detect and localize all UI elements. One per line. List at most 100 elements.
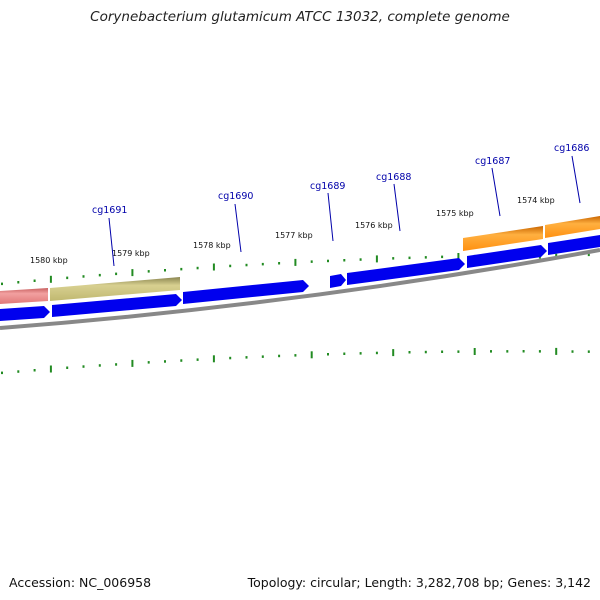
- gene-label-cg1690[interactable]: cg1690: [218, 191, 253, 202]
- upper-scale-tick: [278, 262, 281, 265]
- lower-scale-tick: [212, 355, 215, 363]
- upper-scale-tick: [196, 266, 199, 270]
- gene-label-cg1689[interactable]: cg1689: [310, 181, 345, 192]
- accession-label: Accession: NC_006958: [9, 575, 152, 590]
- cds-arrow-cg1689[interactable]: [330, 274, 346, 288]
- lower-scale-tick: [506, 350, 509, 353]
- scale-label-1578: 1578 kbp: [193, 241, 231, 250]
- upper-scale-tick: [164, 269, 166, 272]
- lower-scale-tick: [359, 352, 362, 355]
- lower-scale-tick: [327, 353, 329, 356]
- lower-scale-tick: [131, 359, 134, 367]
- scale-label-1575: 1575 kbp: [436, 209, 474, 218]
- upper-scale-tick: [375, 255, 378, 263]
- feature-orange-2[interactable]: [545, 216, 600, 238]
- lower-scale-tick: [229, 356, 232, 360]
- feature-orange-1[interactable]: [463, 226, 543, 251]
- upper-scale-tick: [180, 267, 183, 271]
- upper-scale-tick: [98, 273, 101, 277]
- lower-scale-tick: [457, 350, 460, 353]
- lower-scale-tick: [310, 351, 313, 359]
- upper-scale-tick: [131, 269, 134, 277]
- lower-scale-tick: [49, 365, 52, 373]
- upper-scale-tick: [587, 253, 590, 257]
- lower-scale-tick: [408, 351, 411, 354]
- lower-scale-tick: [66, 366, 69, 369]
- scale-label-1579: 1579 kbp: [112, 249, 150, 258]
- lower-scale-tick: [164, 360, 166, 363]
- upper-scale-tick: [424, 256, 427, 259]
- upper-scale-tick: [408, 256, 411, 260]
- upper-scale-tick: [245, 263, 248, 267]
- leader-cg1686: [571, 155, 581, 204]
- lower-scale-tick: [555, 347, 558, 355]
- lower-scale-tick: [294, 354, 297, 357]
- lower-scale-tick: [245, 356, 248, 359]
- lower-scale-tick: [375, 351, 378, 355]
- cds-arrow-cg1686[interactable]: [548, 235, 600, 255]
- lower-scale-tick: [522, 350, 525, 353]
- upper-scale-tick: [49, 275, 52, 283]
- leader-cg1690: [234, 203, 242, 253]
- scale-label-1574: 1574 kbp: [517, 196, 555, 205]
- leader-cg1691: [108, 217, 115, 267]
- page-title: Corynebacterium glutamicum ATCC 13032, c…: [90, 9, 510, 25]
- upper-scale-tick: [33, 279, 36, 282]
- lower-scale-tick: [441, 350, 444, 353]
- upper-scale-tick: [1, 282, 3, 286]
- cds-arrow-cg1688[interactable]: [347, 258, 465, 285]
- lower-scale-tick: [587, 350, 590, 353]
- lower-scale-tick: [343, 352, 346, 355]
- upper-scale-tick: [555, 253, 558, 257]
- cds-arrow-cg1691[interactable]: [52, 294, 182, 317]
- upper-scale-tick: [261, 262, 264, 266]
- gene-label-cg1688[interactable]: cg1688: [376, 172, 411, 183]
- upper-scale-tick: [441, 255, 444, 259]
- lower-scale-tick: [33, 369, 36, 372]
- cds-arrow-cg1687[interactable]: [467, 245, 547, 268]
- lower-scale-tick: [278, 354, 281, 358]
- upper-scale-tick: [457, 253, 460, 260]
- scale-label-1576: 1576 kbp: [355, 221, 393, 230]
- lower-scale-tick: [98, 364, 101, 367]
- lower-scale-tick: [261, 355, 264, 358]
- upper-scale-tick: [82, 275, 85, 278]
- lower-scale-tick: [82, 365, 85, 368]
- lower-scale-tick: [196, 358, 199, 361]
- feature-khaki[interactable]: [50, 277, 180, 301]
- upper-scale-tick: [147, 270, 150, 273]
- leader-cg1687: [491, 167, 501, 217]
- gene-label-cg1691[interactable]: cg1691: [92, 205, 127, 216]
- upper-scale-tick: [343, 259, 346, 262]
- lower-scale-tick: [538, 350, 541, 353]
- upper-scale-tick: [66, 276, 69, 280]
- gene-label-cg1687[interactable]: cg1687: [475, 156, 510, 167]
- upper-scale-tick: [359, 258, 362, 261]
- gene-label-cg1686[interactable]: cg1686: [554, 143, 589, 154]
- lower-scale-tick: [571, 350, 574, 353]
- upper-scale-tick: [229, 264, 232, 268]
- cds-arrow-cg1690[interactable]: [183, 280, 309, 304]
- leader-cg1689: [327, 192, 334, 242]
- lower-scale-ticks: [1, 347, 590, 375]
- lower-scale-tick: [17, 370, 20, 373]
- genome-summary: Topology: circular; Length: 3,282,708 bp…: [247, 575, 591, 590]
- scale-label-1580: 1580 kbp: [30, 256, 68, 265]
- lower-scale-tick: [180, 359, 183, 362]
- upper-scale-tick: [327, 259, 329, 263]
- upper-scale-tick: [392, 257, 395, 260]
- upper-scale-tick: [212, 263, 215, 271]
- feature-pink[interactable]: [0, 288, 48, 304]
- lower-scale-tick: [490, 350, 492, 353]
- cds-arrow-left-edge[interactable]: [0, 306, 50, 321]
- genome-backbone: [0, 248, 600, 330]
- lower-scale-tick: [115, 363, 118, 366]
- upper-scale-tick: [310, 260, 313, 263]
- scale-label-1577: 1577 kbp: [275, 231, 313, 240]
- upper-scale-tick: [115, 272, 118, 276]
- lower-scale-tick: [1, 371, 3, 375]
- lower-scale-tick: [392, 349, 395, 357]
- lower-scale-tick: [473, 348, 476, 355]
- lower-scale-tick: [147, 361, 150, 364]
